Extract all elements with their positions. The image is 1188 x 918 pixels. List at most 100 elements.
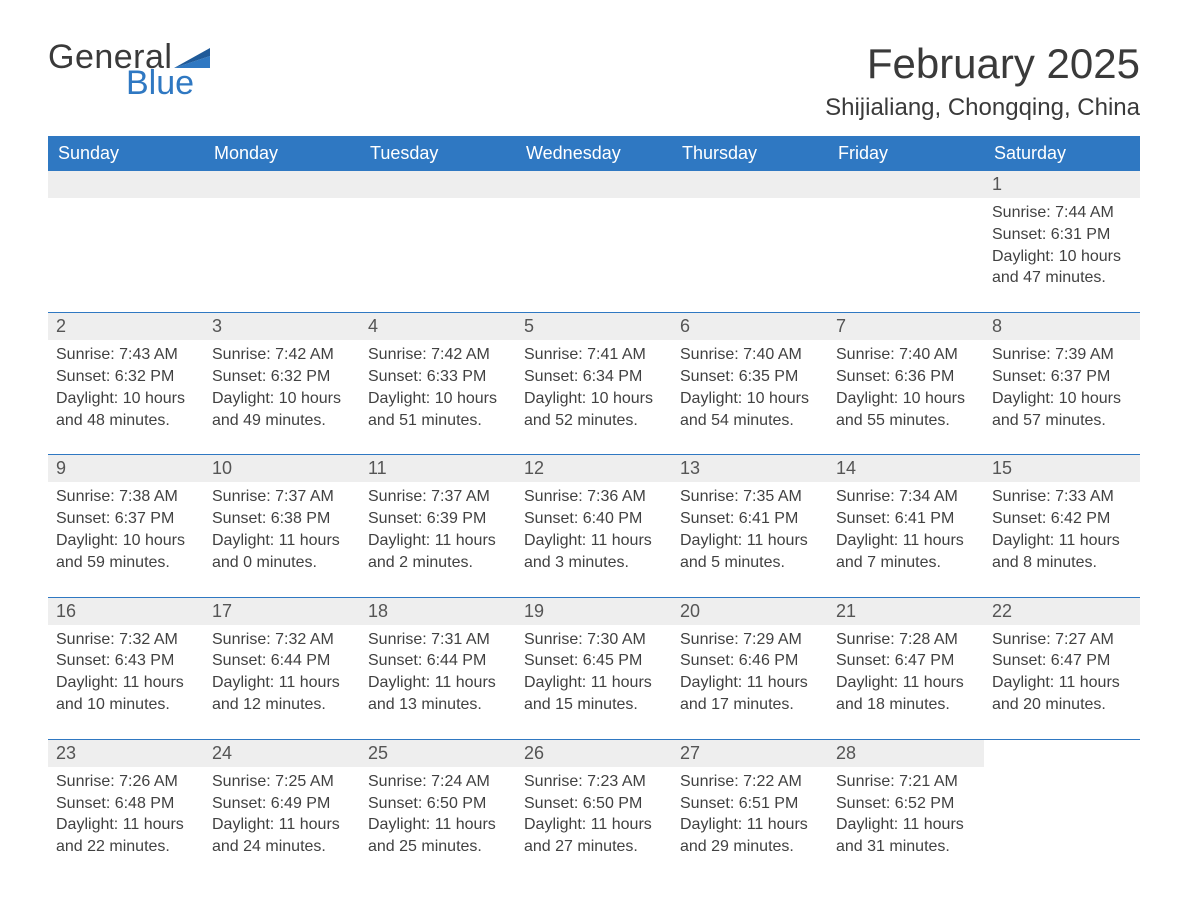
day-body: Sunrise: 7:35 AMSunset: 6:41 PMDaylight:… [672,482,828,580]
day-number-bar: 0 [828,171,984,198]
sunrise-line: Sunrise: 7:23 AM [524,772,664,793]
day-number-bar: 15 [984,455,1140,482]
day-number-bar: 0 [48,171,204,198]
day-body: Sunrise: 7:37 AMSunset: 6:38 PMDaylight:… [204,482,360,580]
day-cell: 26Sunrise: 7:23 AMSunset: 6:50 PMDayligh… [516,740,672,865]
day-cell: 8Sunrise: 7:39 AMSunset: 6:37 PMDaylight… [984,313,1140,438]
day-number-bar: 19 [516,598,672,625]
week-row: 2Sunrise: 7:43 AMSunset: 6:32 PMDaylight… [48,312,1140,438]
day-body: Sunrise: 7:32 AMSunset: 6:43 PMDaylight:… [48,625,204,723]
day-number: 25 [360,740,516,767]
sunset-line: Sunset: 6:38 PM [212,509,352,530]
sunrise-line: Sunrise: 7:32 AM [56,630,196,651]
sunset-line: Sunset: 6:41 PM [680,509,820,530]
daylight-line-2: and 29 minutes. [680,837,820,858]
daylight-line-2: and 24 minutes. [212,837,352,858]
daylight-line-1: Daylight: 10 hours [56,389,196,410]
sunrise-line: Sunrise: 7:37 AM [212,487,352,508]
sunset-line: Sunset: 6:37 PM [56,509,196,530]
sunset-line: Sunset: 6:34 PM [524,367,664,388]
day-number: 7 [828,313,984,340]
day-body: Sunrise: 7:40 AMSunset: 6:36 PMDaylight:… [828,340,984,438]
daylight-line-2: and 47 minutes. [992,268,1132,289]
day-cell: 18Sunrise: 7:31 AMSunset: 6:44 PMDayligh… [360,598,516,723]
day-number: 28 [828,740,984,767]
day-number-bar: 18 [360,598,516,625]
daylight-line-1: Daylight: 10 hours [524,389,664,410]
sunrise-line: Sunrise: 7:24 AM [368,772,508,793]
day-number: 12 [516,455,672,482]
daylight-line-1: Daylight: 11 hours [680,673,820,694]
day-number-bar: 7 [828,313,984,340]
day-cell: 2Sunrise: 7:43 AMSunset: 6:32 PMDaylight… [48,313,204,438]
daylight-line-2: and 27 minutes. [524,837,664,858]
daylight-line-2: and 10 minutes. [56,695,196,716]
daylight-line-1: Daylight: 11 hours [212,815,352,836]
day-number-bar: 23 [48,740,204,767]
day-body: Sunrise: 7:37 AMSunset: 6:39 PMDaylight:… [360,482,516,580]
day-number: 11 [360,455,516,482]
day-number: 4 [360,313,516,340]
day-cell: 16Sunrise: 7:32 AMSunset: 6:43 PMDayligh… [48,598,204,723]
day-number-bar: 9 [48,455,204,482]
daylight-line-1: Daylight: 11 hours [836,531,976,552]
week-row: 23Sunrise: 7:26 AMSunset: 6:48 PMDayligh… [48,739,1140,865]
daylight-line-2: and 25 minutes. [368,837,508,858]
daylight-line-2: and 3 minutes. [524,553,664,574]
day-number-bar: 20 [672,598,828,625]
daylight-line-2: and 15 minutes. [524,695,664,716]
sunset-line: Sunset: 6:32 PM [212,367,352,388]
daylight-line-2: and 5 minutes. [680,553,820,574]
day-body: Sunrise: 7:21 AMSunset: 6:52 PMDaylight:… [828,767,984,865]
sunset-line: Sunset: 6:50 PM [524,794,664,815]
daylight-line-2: and 48 minutes. [56,411,196,432]
sunset-line: Sunset: 6:35 PM [680,367,820,388]
day-number: 2 [48,313,204,340]
dow-cell: Friday [828,136,984,171]
week-row: 9Sunrise: 7:38 AMSunset: 6:37 PMDaylight… [48,454,1140,580]
day-number-bar: 11 [360,455,516,482]
sunrise-line: Sunrise: 7:25 AM [212,772,352,793]
daylight-line-2: and 2 minutes. [368,553,508,574]
month-title: February 2025 [825,40,1140,88]
sunset-line: Sunset: 6:43 PM [56,651,196,672]
day-number-bar: 8 [984,313,1140,340]
daylight-line-1: Daylight: 10 hours [836,389,976,410]
sunset-line: Sunset: 6:39 PM [368,509,508,530]
calendar: SundayMondayTuesdayWednesdayThursdayFrid… [48,136,1140,865]
daylight-line-2: and 54 minutes. [680,411,820,432]
daylight-line-2: and 0 minutes. [212,553,352,574]
dow-cell: Wednesday [516,136,672,171]
sunset-line: Sunset: 6:52 PM [836,794,976,815]
sunrise-line: Sunrise: 7:40 AM [680,345,820,366]
day-body: Sunrise: 7:38 AMSunset: 6:37 PMDaylight:… [48,482,204,580]
day-number-bar: 4 [360,313,516,340]
sunset-line: Sunset: 6:36 PM [836,367,976,388]
sunrise-line: Sunrise: 7:39 AM [992,345,1132,366]
day-cell: 17Sunrise: 7:32 AMSunset: 6:44 PMDayligh… [204,598,360,723]
daylight-line-1: Daylight: 11 hours [524,815,664,836]
sunset-line: Sunset: 6:51 PM [680,794,820,815]
day-body: Sunrise: 7:29 AMSunset: 6:46 PMDaylight:… [672,625,828,723]
header: General Blue February 2025 Shijialiang, … [48,40,1140,122]
sunrise-line: Sunrise: 7:34 AM [836,487,976,508]
day-number: 5 [516,313,672,340]
day-cell: 7Sunrise: 7:40 AMSunset: 6:36 PMDaylight… [828,313,984,438]
day-cell: 21Sunrise: 7:28 AMSunset: 6:47 PMDayligh… [828,598,984,723]
day-number: 9 [48,455,204,482]
day-number: 24 [204,740,360,767]
day-cell: 13Sunrise: 7:35 AMSunset: 6:41 PMDayligh… [672,455,828,580]
daylight-line-1: Daylight: 11 hours [680,531,820,552]
sunset-line: Sunset: 6:47 PM [836,651,976,672]
day-body: Sunrise: 7:30 AMSunset: 6:45 PMDaylight:… [516,625,672,723]
empty-cell: 0 [48,171,204,296]
day-number: 14 [828,455,984,482]
sunset-line: Sunset: 6:46 PM [680,651,820,672]
day-number-bar: 0 [360,171,516,198]
daylight-line-1: Daylight: 11 hours [992,531,1132,552]
day-number-bar: 12 [516,455,672,482]
daylight-line-2: and 55 minutes. [836,411,976,432]
daylight-line-1: Daylight: 11 hours [368,531,508,552]
day-body: Sunrise: 7:26 AMSunset: 6:48 PMDaylight:… [48,767,204,865]
day-number-bar: 27 [672,740,828,767]
